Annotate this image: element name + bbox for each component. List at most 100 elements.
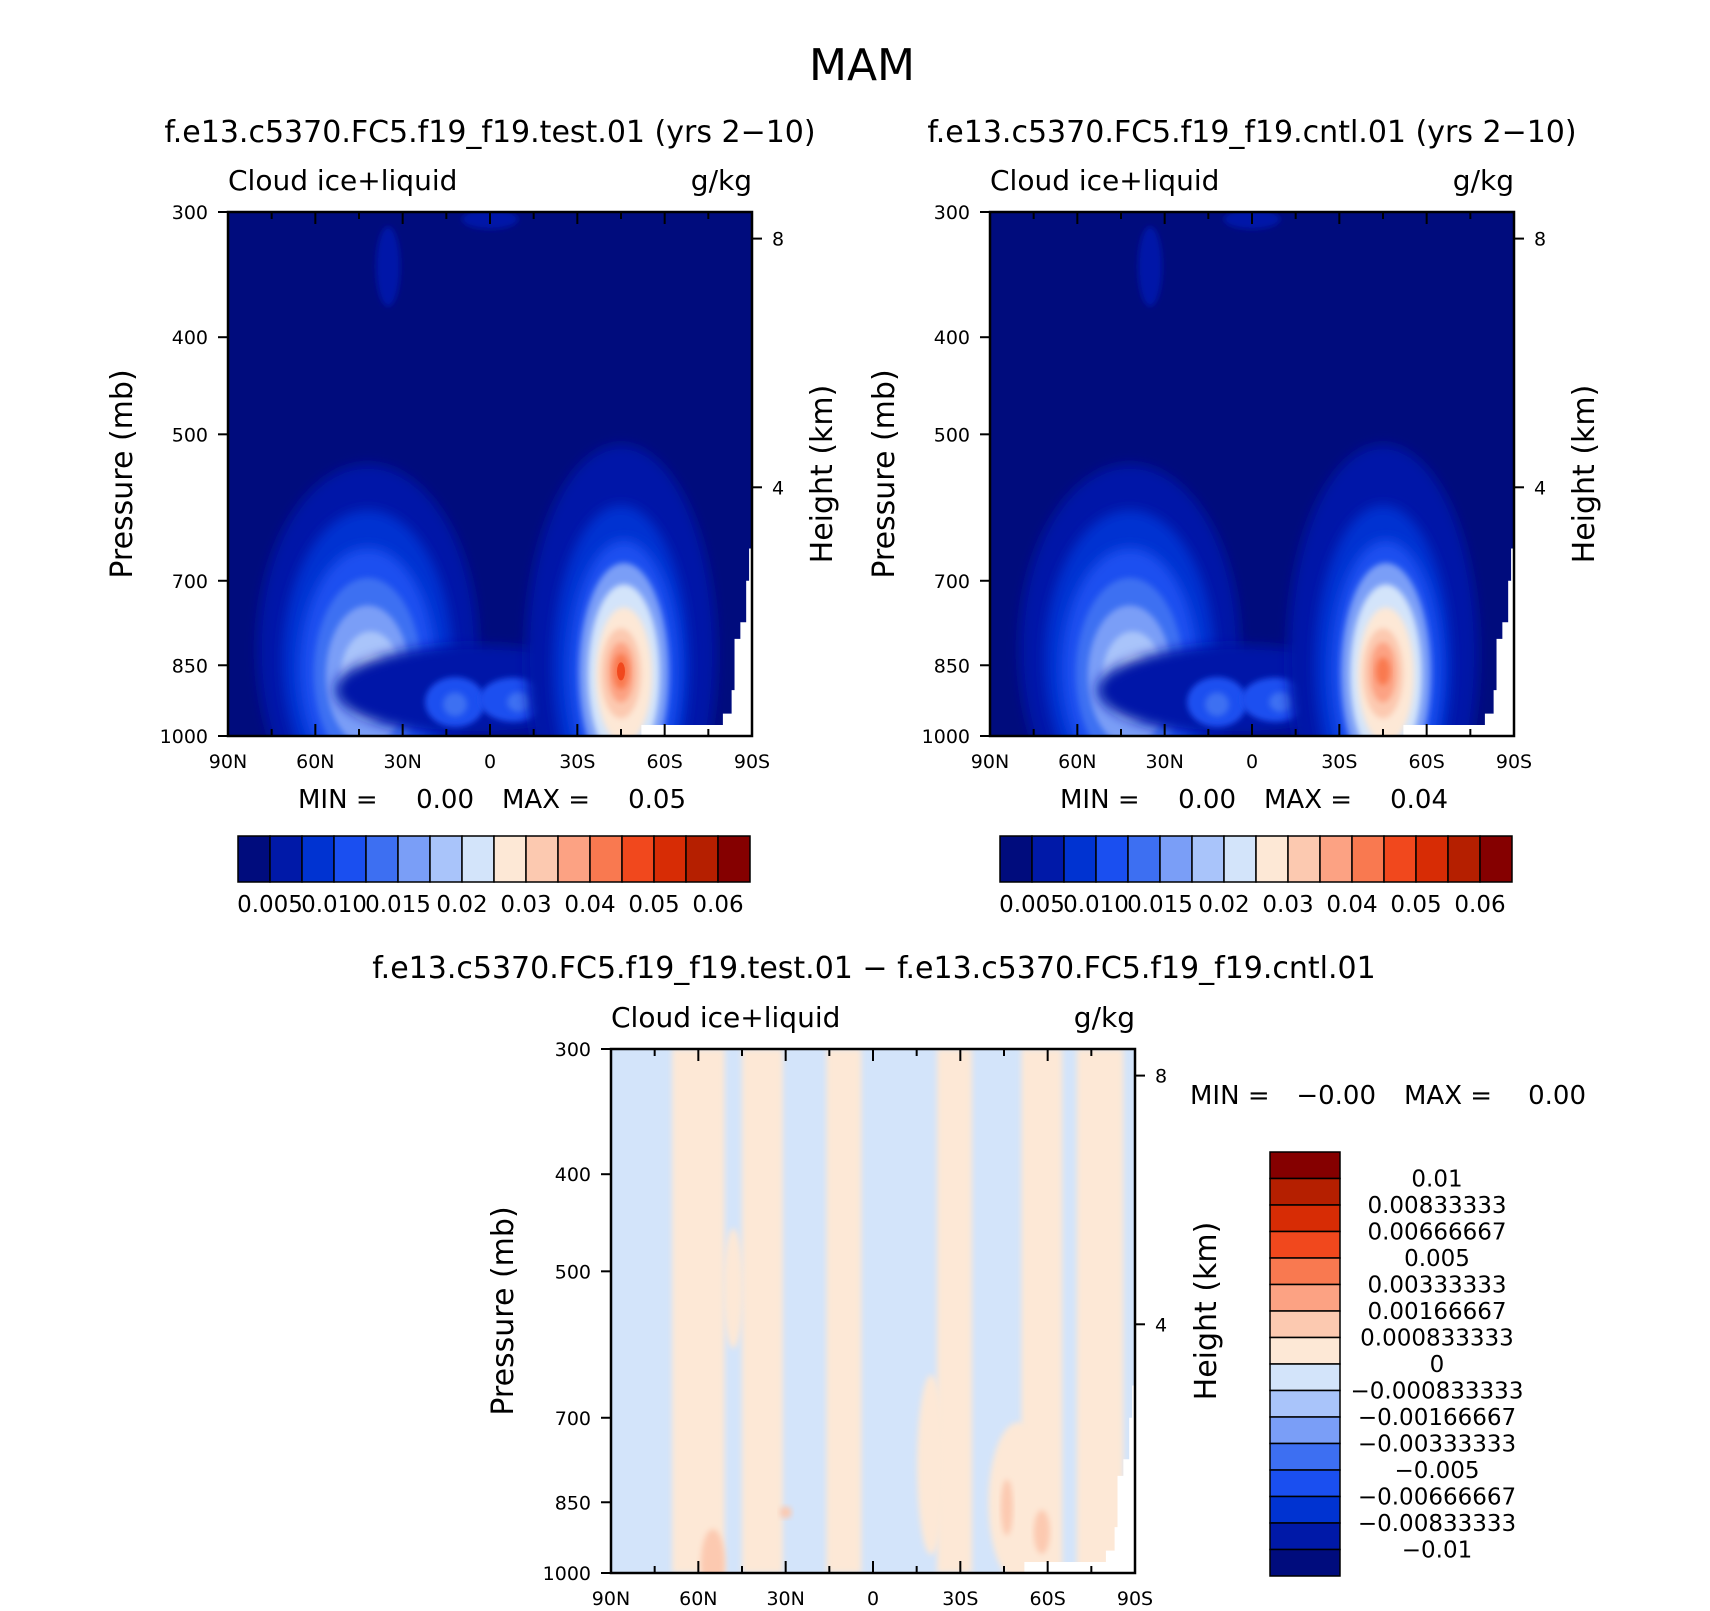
test-panel-max-label: MAX = — [502, 785, 590, 815]
x-tick-label: 60S — [1030, 1588, 1066, 1610]
colorbar-label: 0.010 — [301, 892, 367, 918]
y-tick-label: 400 — [172, 327, 208, 349]
colorbar-swatch — [1287, 835, 1321, 883]
difference-panel-variable-label: Cloud ice+liquid — [611, 1001, 840, 1034]
colorbar-label: 0.05 — [1390, 892, 1441, 918]
topography-mask — [1024, 1385, 1135, 1573]
control-panel-ylabel: Pressure (mb) — [867, 369, 902, 578]
x-tick-label: 90S — [734, 751, 770, 773]
colorbar-swatch — [1269, 1204, 1341, 1233]
y-tick-right-label: 4 — [1534, 477, 1546, 499]
colorbar-swatch — [1269, 1548, 1341, 1577]
colorbar-swatch — [1269, 1151, 1341, 1180]
test-panel-ylabel: Pressure (mb) — [105, 369, 140, 578]
colorbar-label: 0.005 — [999, 892, 1065, 918]
y-tick-right-label: 4 — [1155, 1314, 1167, 1336]
x-tick-label: 30N — [1145, 751, 1183, 773]
colorbar-label: 0.05 — [628, 892, 679, 918]
y-tick-right-label: 8 — [772, 229, 784, 251]
colorbar-label: 0.00333333 — [1367, 1273, 1506, 1299]
difference-panel-ylabel: Pressure (mb) — [486, 1206, 521, 1415]
colorbar-label: −0.00833333 — [1358, 1511, 1516, 1537]
difference-panel-max-label: MAX = — [1404, 1081, 1492, 1111]
topography-mask — [1403, 548, 1514, 736]
colorbar-swatch — [685, 835, 719, 883]
x-tick-label: 30N — [383, 751, 421, 773]
colorbar-swatch — [1447, 835, 1481, 883]
positive-strip — [672, 1049, 725, 1573]
difference-panel-title: f.e13.c5370.FC5.f19_f19.test.01 − f.e13.… — [372, 951, 1375, 986]
positive-strip — [826, 1049, 862, 1573]
test-panel-units-label: g/kg — [691, 164, 752, 197]
colorbar-label: 0.01 — [1411, 1167, 1462, 1193]
colorbar-label: 0.03 — [500, 892, 551, 918]
colorbar-label: −0.00333333 — [1358, 1432, 1516, 1458]
colorbar-swatch — [1415, 835, 1449, 883]
colorbar-swatch — [1319, 835, 1353, 883]
test-panel-min-value: 0.00 — [416, 785, 474, 815]
difference-panel-axes: 90N 60N 30N 0 30S 60S 90S 300 400 500 700 850 1000 8 4 — [543, 1039, 1167, 1610]
x-tick-label: 60S — [1409, 751, 1445, 773]
test-panel-title: f.e13.c5370.FC5.f19_f19.test.01 (yrs 2−1… — [164, 115, 815, 150]
colorbar-swatch — [269, 835, 303, 883]
y-tick-label: 700 — [934, 571, 970, 593]
colorbar-label: 0.00166667 — [1367, 1299, 1506, 1325]
colorbar-swatch — [461, 835, 495, 883]
colorbar-swatch — [653, 835, 687, 883]
colorbar-swatch — [525, 835, 559, 883]
y-tick-label: 500 — [555, 1261, 591, 1283]
positive-patch — [1000, 1479, 1013, 1536]
colorbar-swatch — [1269, 1363, 1341, 1392]
x-tick-label: 30S — [942, 1588, 978, 1610]
x-tick-label: 30S — [559, 751, 595, 773]
colorbar-swatch — [1269, 1283, 1341, 1312]
tropical-band-5 — [507, 692, 532, 713]
y-tick-label: 1000 — [543, 1563, 591, 1585]
x-tick-label: 90S — [1496, 751, 1532, 773]
colorbar-swatch — [1223, 835, 1257, 883]
colorbar-label: 0.015 — [1127, 892, 1193, 918]
positive-patch — [1033, 1509, 1050, 1554]
colorbar-label: 0.06 — [692, 892, 743, 918]
positive-strip — [742, 1049, 783, 1573]
sh-level-9 — [1376, 657, 1390, 686]
colorbar-swatch — [717, 835, 751, 883]
colorbar-swatch — [1159, 835, 1193, 883]
y-tick-label: 300 — [172, 202, 208, 224]
x-tick-label: 60S — [647, 751, 683, 773]
colorbar-swatch — [1191, 835, 1225, 883]
colorbar-label: 0 — [1430, 1352, 1445, 1378]
colorbar-swatch — [237, 835, 271, 883]
colorbar-swatch — [301, 835, 335, 883]
x-tick-label: 0 — [484, 751, 496, 773]
y-tick-label: 850 — [934, 655, 970, 677]
y-tick-label: 300 — [934, 202, 970, 224]
test-panel-max-value: 0.05 — [628, 785, 686, 815]
upper-patch — [1138, 226, 1163, 307]
figure-title: MAM — [809, 40, 915, 91]
control-panel-ylabel-right: Height (km) — [1567, 385, 1602, 564]
control-panel-axes: 90N 60N 30N 0 30S 60S 90S 300 400 500 700 850 1000 8 4 — [922, 202, 1546, 773]
tropical-band-4 — [443, 692, 468, 717]
y-tick-label: 400 — [934, 327, 970, 349]
control-panel-variable-label: Cloud ice+liquid — [990, 164, 1219, 197]
tropical-band-5 — [1269, 692, 1294, 713]
x-tick-label: 90N — [209, 751, 247, 773]
control-panel-min-label: MIN = — [1060, 785, 1140, 815]
colorbar-swatch — [1269, 1389, 1341, 1418]
colorbar-label: 0.02 — [1198, 892, 1249, 918]
y-tick-right-label: 8 — [1534, 229, 1546, 251]
control-panel-title: f.e13.c5370.FC5.f19_f19.cntl.01 (yrs 2−1… — [927, 115, 1576, 150]
colorbar-swatch — [1095, 835, 1129, 883]
positive-patch — [700, 1529, 725, 1573]
test-panel-variable-label: Cloud ice+liquid — [228, 164, 457, 197]
difference-panel: f.e13.c5370.FC5.f19_f19.test.01 − f.e13.… — [372, 951, 1586, 1610]
x-tick-label: 60N — [1058, 751, 1096, 773]
difference-panel-colorbar: 0.010.008333330.006666670.0050.003333330… — [1269, 1151, 1523, 1577]
colorbar-label: 0.00666667 — [1367, 1220, 1506, 1246]
colorbar-swatch — [429, 835, 463, 883]
colorbar-label: 0.03 — [1262, 892, 1313, 918]
colorbar-swatch — [1269, 1310, 1341, 1339]
